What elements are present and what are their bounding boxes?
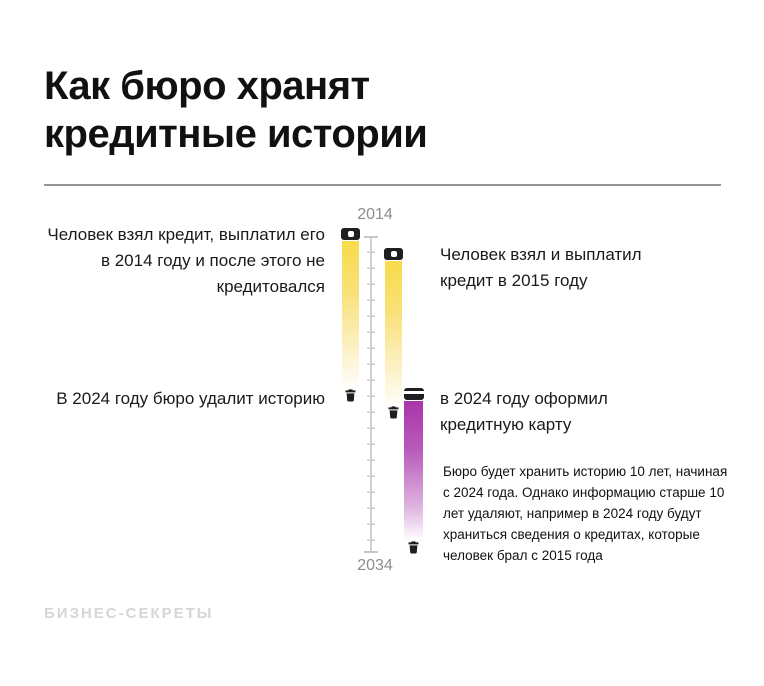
page-title-line2: кредитные истории (44, 112, 428, 156)
annotation-right-bottom: в 2024 году оформил кредитную карту (440, 389, 608, 434)
banknote-icon (384, 248, 403, 260)
banknote-dot (347, 231, 354, 237)
credit-card-icon (404, 388, 424, 400)
timeline-bar-card-2024 (404, 388, 424, 560)
banknote-icon (341, 228, 360, 240)
axis-endtick-bottom (364, 551, 378, 553)
trash-icon (343, 387, 358, 404)
credit-card-stripe (404, 391, 424, 394)
annotation-left-top: Человек взял кредит, выплатил его в 2014… (47, 225, 325, 296)
bar-gradient-card-2024 (404, 401, 423, 541)
axis-year-bottom-label: 2034 (357, 557, 393, 574)
trash-icon (406, 539, 421, 556)
timeline-bar-credit-2015 (384, 248, 403, 423)
annotation-right-top: Человек взял и выплатил кредит в 2015 го… (440, 245, 642, 290)
bar-gradient-credit-2014 (342, 241, 359, 391)
page-title-line1: Как бюро хранят (44, 64, 370, 108)
timeline-axis-ticks (367, 237, 375, 542)
timeline-bar-credit-2014 (341, 228, 360, 408)
axis-year-top-label: 2014 (357, 206, 393, 223)
page-title: Как бюро хранят кредитные истории (44, 62, 724, 158)
annotation-left-bottom: В 2024 году бюро удалит историю (56, 389, 325, 408)
bar-gradient-credit-2015 (385, 261, 402, 409)
header-divider (44, 184, 721, 186)
annotation-footnote: Бюро будет хранить историю 10 лет, начин… (443, 464, 728, 563)
banknote-dot (390, 251, 397, 257)
trash-icon (386, 404, 401, 421)
brand-logo: БИЗНЕС-СЕКРЕТЫ (44, 605, 214, 622)
axis-endtick-top (364, 236, 378, 238)
